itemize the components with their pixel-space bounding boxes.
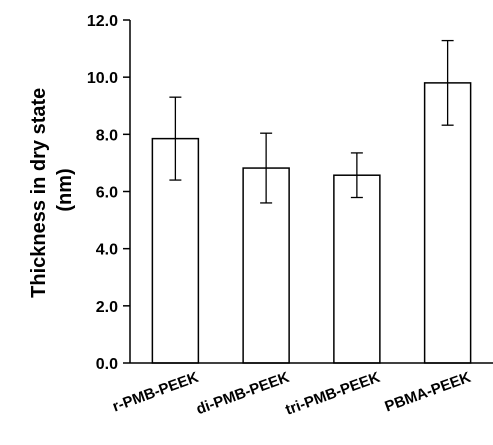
y-tick-label: 4.0: [96, 242, 118, 259]
y-tick-label: 0.0: [96, 356, 118, 373]
y-tick-label: 12.0: [87, 13, 118, 30]
y-tick-label: 8.0: [96, 127, 118, 144]
category-label: PBMA-PEEK: [383, 369, 474, 416]
bar: [333, 174, 381, 364]
bar: [423, 82, 472, 364]
bars: [151, 82, 472, 364]
y-axis-title: Thickness in dry state (nm): [28, 82, 76, 298]
y-axis-ticks: 0.0 2.0 4.0 6.0 8.0 10.0 12.0: [87, 13, 130, 373]
category-label: r-PMB-PEEK: [110, 369, 201, 416]
category-label: tri-PMB-PEEK: [283, 369, 382, 419]
y-tick-label: 2.0: [96, 299, 118, 316]
category-label: di-PMB-PEEK: [194, 369, 292, 418]
y-tick-label: 6.0: [96, 185, 118, 202]
y-tick-label: 10.0: [87, 70, 118, 87]
y-axis-title-line-1: Thickness in dry state: [28, 88, 50, 298]
error-bars: [169, 39, 454, 204]
y-axis-title-line-2: (nm): [54, 168, 76, 211]
